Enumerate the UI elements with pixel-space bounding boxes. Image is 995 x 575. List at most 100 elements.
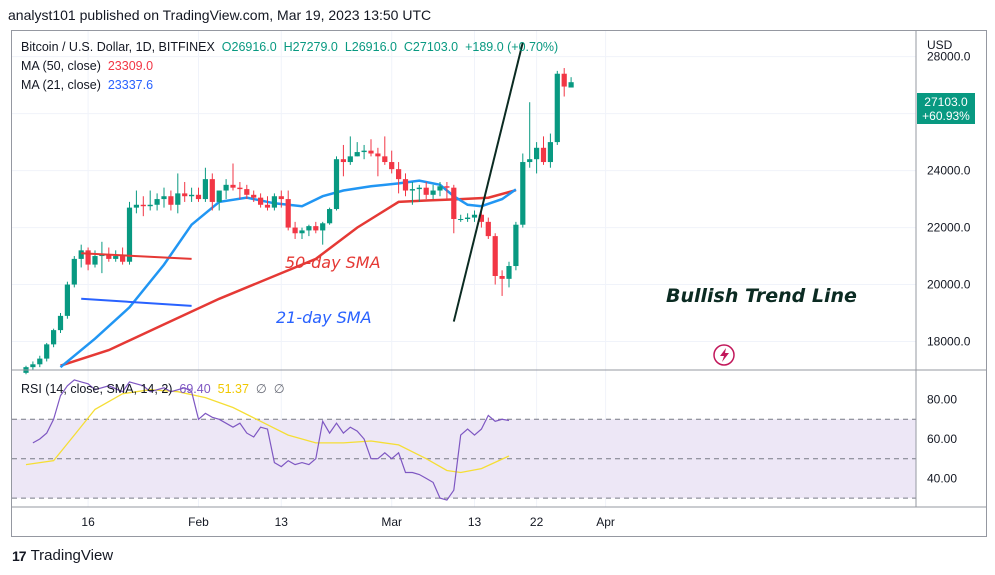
candle-body[interactable] [396, 169, 402, 180]
candle-body[interactable] [437, 186, 443, 191]
candle-body[interactable] [389, 162, 395, 170]
rsi-line[interactable] [32, 379, 510, 501]
candle-body[interactable] [126, 207, 133, 262]
candle-body[interactable] [161, 196, 167, 200]
symbol-row: Bitcoin / U.S. Dollar, 1D, BITFINEX O269… [21, 38, 558, 57]
candle-body[interactable] [534, 147, 540, 160]
bullish-trend-line[interactable] [452, 42, 524, 322]
candle-body[interactable] [458, 219, 464, 221]
rsi-sma-line[interactable] [25, 389, 510, 474]
candle-body[interactable] [258, 197, 264, 205]
candle-body[interactable] [327, 209, 333, 224]
candle-body[interactable] [485, 221, 491, 237]
candle-body[interactable] [92, 256, 98, 265]
candle-body[interactable] [271, 196, 277, 208]
candle-body[interactable] [292, 227, 298, 234]
candle-body[interactable] [430, 190, 436, 195]
candle-body[interactable] [423, 187, 429, 195]
ma50-marker-line[interactable] [81, 252, 192, 260]
candle-body[interactable] [264, 204, 271, 208]
candle-body[interactable] [133, 204, 139, 208]
candle-body[interactable] [113, 256, 119, 259]
chart-frame [11, 30, 987, 537]
candle-body[interactable] [182, 193, 188, 197]
currency-label[interactable]: USD [927, 38, 953, 52]
candle-body[interactable] [230, 184, 236, 188]
candle-body[interactable] [140, 204, 146, 207]
ma50-line[interactable] [60, 188, 517, 367]
candle-body[interactable] [244, 189, 250, 195]
candle-body[interactable] [416, 187, 422, 190]
symbol-name[interactable]: Bitcoin / U.S. Dollar, 1D, BITFINEX [21, 40, 215, 54]
candle-body[interactable] [71, 258, 77, 285]
candle-body[interactable] [513, 224, 519, 267]
ma50-legend-label[interactable]: MA (50, close) [21, 59, 101, 73]
candle-body[interactable] [44, 344, 50, 359]
candle-body[interactable] [195, 194, 202, 200]
candle-body[interactable] [51, 330, 57, 345]
candle-body[interactable] [154, 199, 160, 205]
candle-body[interactable] [333, 159, 340, 210]
candle-body[interactable] [175, 193, 181, 205]
alert-badge-icon[interactable] [713, 344, 735, 366]
rsi-tick-label: 40.00 [927, 471, 957, 485]
candle-body[interactable] [37, 358, 43, 365]
candle-body[interactable] [78, 250, 84, 259]
candle-body[interactable] [499, 275, 505, 279]
candle-body[interactable] [540, 147, 547, 163]
candle-body[interactable] [106, 254, 112, 259]
candle-body[interactable] [402, 179, 409, 191]
rsi-hide-icon[interactable]: ∅ [255, 382, 267, 396]
ma21-legend-label[interactable]: MA (21, close) [21, 78, 101, 92]
candle-body[interactable] [57, 315, 64, 331]
candle-body[interactable] [30, 364, 36, 368]
candle-body[interactable] [520, 162, 526, 225]
ma50-legend-value: 23309.0 [107, 59, 154, 73]
lightning-icon [720, 348, 729, 362]
candle-body[interactable] [568, 82, 574, 88]
candle-body[interactable] [527, 159, 533, 163]
candle-body[interactable] [554, 73, 560, 143]
candle-body[interactable] [216, 190, 222, 202]
candle-body[interactable] [209, 179, 215, 202]
candle-body[interactable] [347, 156, 353, 163]
candle-body[interactable] [561, 73, 567, 87]
candle-body[interactable] [189, 194, 195, 197]
candle-body[interactable] [306, 226, 312, 231]
candle-body[interactable] [340, 159, 346, 163]
candle-body[interactable] [85, 250, 91, 265]
rsi-legend-label[interactable]: RSI (14, close, SMA, 14, 2) [21, 382, 173, 396]
candle-body[interactable] [299, 230, 305, 234]
candle-body[interactable] [471, 214, 478, 218]
candle-body[interactable] [168, 196, 174, 205]
candle-body[interactable] [506, 266, 512, 279]
candle-body[interactable] [99, 254, 105, 257]
candle-body[interactable] [361, 150, 367, 153]
candle-body[interactable] [451, 187, 457, 220]
candle-body[interactable] [120, 256, 126, 262]
candle-body[interactable] [313, 226, 319, 231]
candle-body[interactable] [354, 152, 360, 157]
candle-body[interactable] [368, 150, 374, 154]
candle-body[interactable] [147, 204, 153, 207]
candle-body[interactable] [320, 223, 326, 231]
candle-body[interactable] [251, 194, 257, 198]
candle-body[interactable] [278, 196, 284, 200]
candle-body[interactable] [547, 142, 553, 163]
candle-body[interactable] [202, 179, 208, 200]
tradingview-logo[interactable]: 17 TradingView [12, 547, 113, 564]
candle-body[interactable] [492, 236, 498, 276]
candle-body[interactable] [285, 199, 291, 228]
candle-body[interactable] [409, 189, 415, 191]
rsi-sma-hide-icon[interactable]: ∅ [273, 382, 285, 396]
candle-body[interactable] [237, 187, 243, 190]
candle-body[interactable] [375, 153, 381, 157]
candle-body[interactable] [223, 184, 229, 191]
candle-body[interactable] [478, 214, 484, 222]
candle-body[interactable] [382, 156, 388, 163]
candle-body[interactable] [64, 284, 70, 316]
ma21-marker-line[interactable] [81, 297, 192, 307]
candle-body[interactable] [444, 186, 450, 188]
candle-body[interactable] [465, 217, 471, 220]
